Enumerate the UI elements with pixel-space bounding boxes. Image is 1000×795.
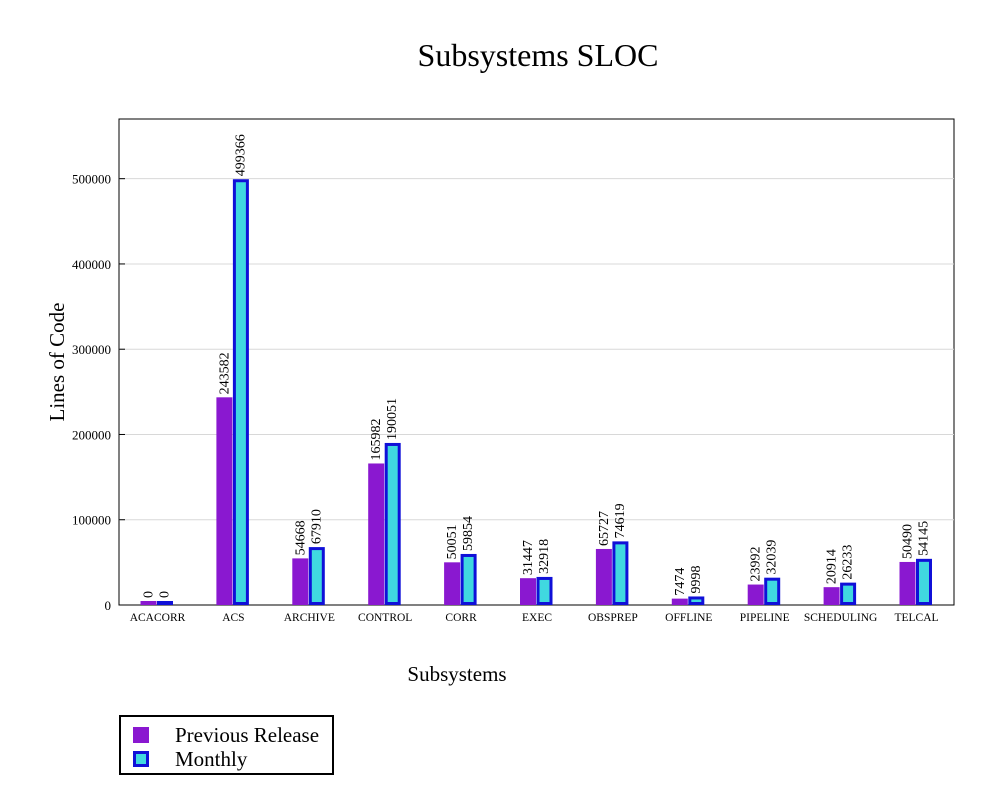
bar-monthly [384, 442, 401, 605]
data-label-previous-release: 23992 [749, 547, 764, 582]
bar-monthly [916, 558, 932, 606]
y-tick-label: 400000 [72, 257, 111, 272]
data-label-previous-release: 0 [142, 591, 157, 598]
x-tick-label: PIPELINE [740, 612, 790, 624]
bar-previous-release [595, 548, 612, 605]
bar-previous-release [368, 463, 385, 605]
bar-previous-release [520, 578, 536, 605]
x-tick-label: TELCAL [894, 612, 938, 624]
data-label-previous-release: 50051 [445, 524, 460, 559]
bar-previous-release [216, 397, 233, 605]
x-tick-label: CONTROL [358, 612, 412, 624]
legend-label-monthly: Monthly [175, 746, 248, 771]
bar-monthly [308, 547, 325, 605]
x-axis-label: Subsystems [407, 662, 506, 686]
chart-title: Subsystems SLOC [418, 37, 659, 73]
bar-previous-release [671, 598, 688, 605]
data-label-previous-release: 50490 [901, 524, 916, 559]
bar-previous-release [444, 562, 461, 605]
data-label-monthly: 67910 [309, 509, 324, 544]
x-tick-label: SCHEDULING [804, 612, 877, 624]
y-axis: 0 100000 200000 300000 400000 500000 [72, 172, 125, 613]
bar-monthly [612, 541, 629, 606]
bar-monthly [840, 582, 857, 606]
legend-item-monthly: Monthly [133, 746, 248, 771]
bar-monthly [536, 576, 553, 605]
data-label-previous-release: 65727 [597, 511, 612, 546]
bar-previous-release [140, 601, 157, 605]
x-tick-label: ACACORR [130, 612, 186, 624]
x-tick-label: ARCHIVE [284, 612, 335, 624]
bar-monthly [460, 553, 477, 606]
bar-monthly [764, 577, 781, 606]
legend: Previous Release Monthly [119, 715, 334, 775]
data-label-previous-release: 20914 [825, 549, 840, 584]
x-tick-label: OBSPREP [588, 612, 638, 624]
data-label-previous-release: 31447 [521, 540, 536, 575]
data-label-previous-release: 165982 [369, 418, 384, 460]
data-label-monthly: 59854 [461, 516, 476, 551]
bar-monthly [688, 596, 705, 606]
data-label-monthly: 499366 [233, 134, 248, 176]
data-label-previous-release: 243582 [217, 352, 232, 394]
legend-label-previous-release: Previous Release [175, 722, 320, 747]
bar-previous-release [292, 558, 309, 605]
x-axis: ACACORR ACS ARCHIVE CONTROL CORR EXEC OBSPREP O… [130, 612, 939, 624]
y-tick-label: 200000 [72, 427, 111, 442]
data-label-monthly: 32918 [537, 539, 552, 574]
data-label-monthly: 32039 [765, 540, 780, 575]
x-tick-label: OFFLINE [665, 612, 712, 624]
gridlines [119, 178, 954, 521]
bar-previous-release [747, 584, 764, 605]
y-tick-label: 100000 [72, 513, 111, 528]
bar-monthly [232, 179, 249, 605]
data-label-monthly: 54145 [917, 521, 932, 556]
data-label-monthly: 190051 [385, 398, 400, 440]
legend-item-previous-release: Previous Release [133, 722, 320, 747]
data-label-monthly: 74619 [613, 503, 628, 538]
x-tick-label: CORR [445, 612, 477, 624]
data-label-monthly: 0 [158, 591, 173, 598]
bar-previous-release [823, 587, 840, 605]
data-label-previous-release: 54668 [293, 520, 308, 555]
legend-swatch-previous-release [133, 727, 149, 743]
y-tick-label: 300000 [72, 342, 111, 357]
legend-swatch-monthly [133, 751, 149, 767]
y-tick-label: 0 [105, 598, 112, 613]
plot-area [118, 118, 955, 606]
bar-monthly [157, 601, 173, 605]
y-tick-label: 500000 [72, 172, 111, 187]
x-tick-label: EXEC [522, 612, 552, 624]
data-label-monthly: 9998 [689, 565, 704, 593]
y-axis-label: Lines of Code [45, 303, 69, 422]
data-label-previous-release: 7474 [673, 568, 688, 596]
x-tick-label: ACS [222, 612, 244, 624]
data-label-monthly: 26233 [841, 545, 856, 580]
bar-previous-release [899, 561, 916, 605]
bars: 0 0 243582 499366 54668 67910 165982 190051 5005… [140, 134, 932, 606]
